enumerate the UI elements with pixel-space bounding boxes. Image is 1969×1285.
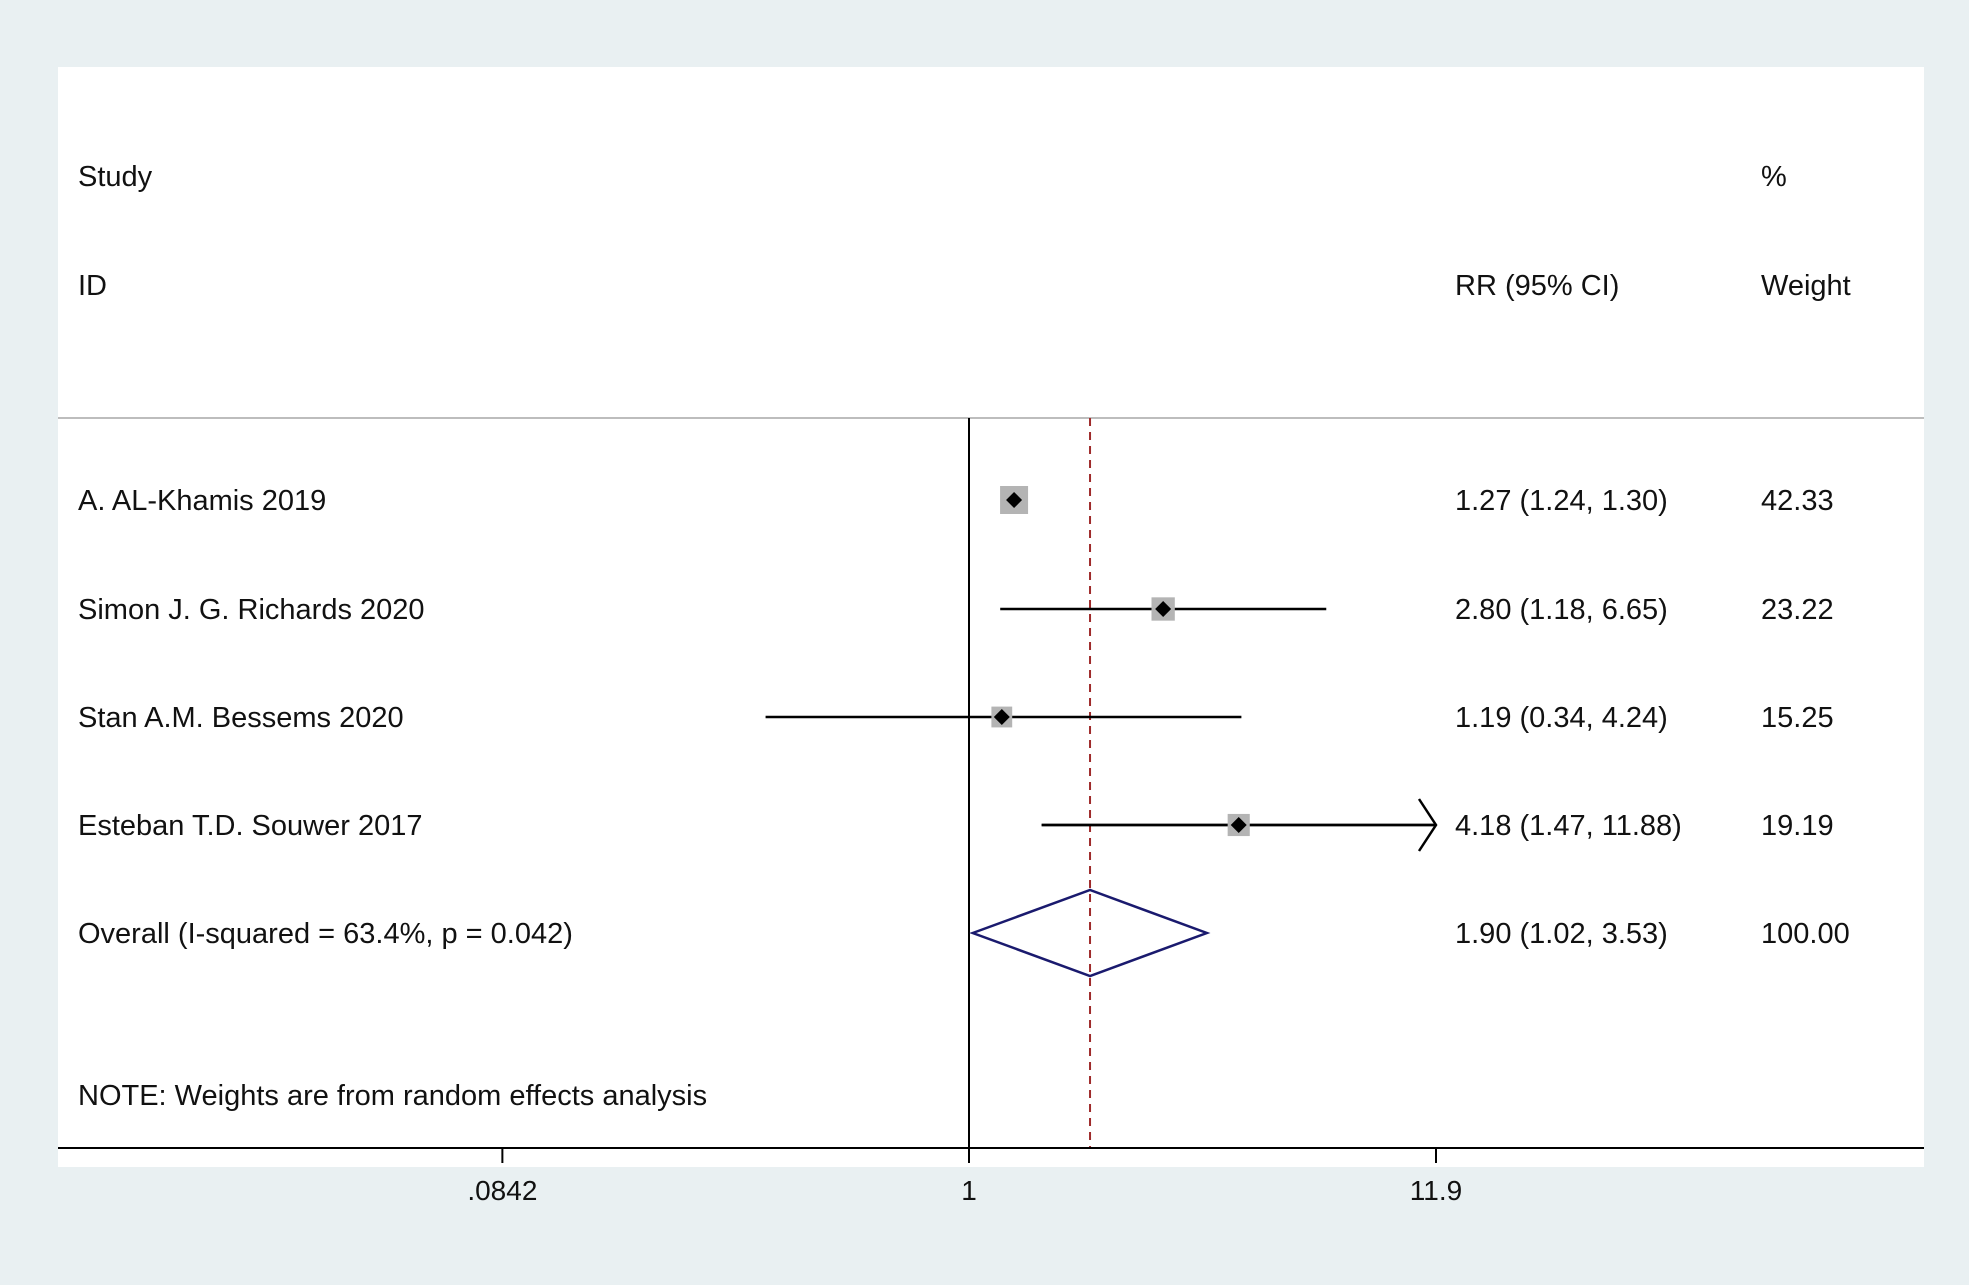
ci-text: 4.18 (1.47, 11.88)	[1455, 810, 1682, 842]
ci-text: 1.19 (0.34, 4.24)	[1455, 702, 1668, 734]
weight-text: 15.25	[1761, 702, 1834, 734]
overall-diamond	[969, 888, 1211, 978]
x-tick-label: 1	[961, 1175, 977, 1206]
header-id: ID	[78, 270, 107, 302]
weight-text: 19.19	[1761, 810, 1834, 842]
overall-ci-text: 1.90 (1.02, 3.53)	[1455, 918, 1668, 950]
x-tick-label: .0842	[467, 1175, 537, 1206]
overall-row: Overall (I-squared = 63.4%, p = 0.042) 1.…	[78, 888, 1850, 978]
study-name: Simon J. G. Richards 2020	[78, 594, 425, 626]
study-row: Simon J. G. Richards 2020 2.80 (1.18, 6.6…	[78, 594, 1834, 626]
x-tick-label: 11.9	[1410, 1175, 1462, 1206]
study-row: A. AL-Khamis 2019 1.27 (1.24, 1.30) 42.33	[78, 485, 1834, 517]
point-estimate-marker	[1155, 601, 1172, 617]
weight-text: 42.33	[1761, 485, 1834, 517]
study-row: Stan A.M. Bessems 2020 1.19 (0.34, 4.24) 1…	[78, 702, 1834, 734]
header-study: Study	[78, 161, 153, 193]
ci-arrow-icon	[1417, 798, 1438, 852]
header-effect: RR (95% CI)	[1455, 270, 1619, 302]
point-estimate-marker	[1230, 817, 1247, 833]
header-weight-percent: %	[1761, 161, 1787, 193]
ci-text: 2.80 (1.18, 6.65)	[1455, 594, 1668, 626]
study-name: Stan A.M. Bessems 2020	[78, 702, 404, 734]
point-estimate-marker	[993, 709, 1010, 725]
study-name: A. AL-Khamis 2019	[78, 485, 326, 517]
study-row: Esteban T.D. Souwer 2017 4.18 (1.47, 11.8…	[78, 798, 1834, 852]
header-weight: Weight	[1761, 270, 1851, 302]
point-estimate-marker	[1006, 492, 1023, 508]
weight-text: 23.22	[1761, 594, 1834, 626]
note-text: NOTE: Weights are from random effects an…	[78, 1080, 707, 1112]
overall-name: Overall (I-squared = 63.4%, p = 0.042)	[78, 918, 573, 950]
study-name: Esteban T.D. Souwer 2017	[78, 810, 422, 842]
overall-weight-text: 100.00	[1761, 918, 1850, 950]
plot-panel	[58, 67, 1924, 1167]
ci-text: 1.27 (1.24, 1.30)	[1455, 485, 1668, 517]
